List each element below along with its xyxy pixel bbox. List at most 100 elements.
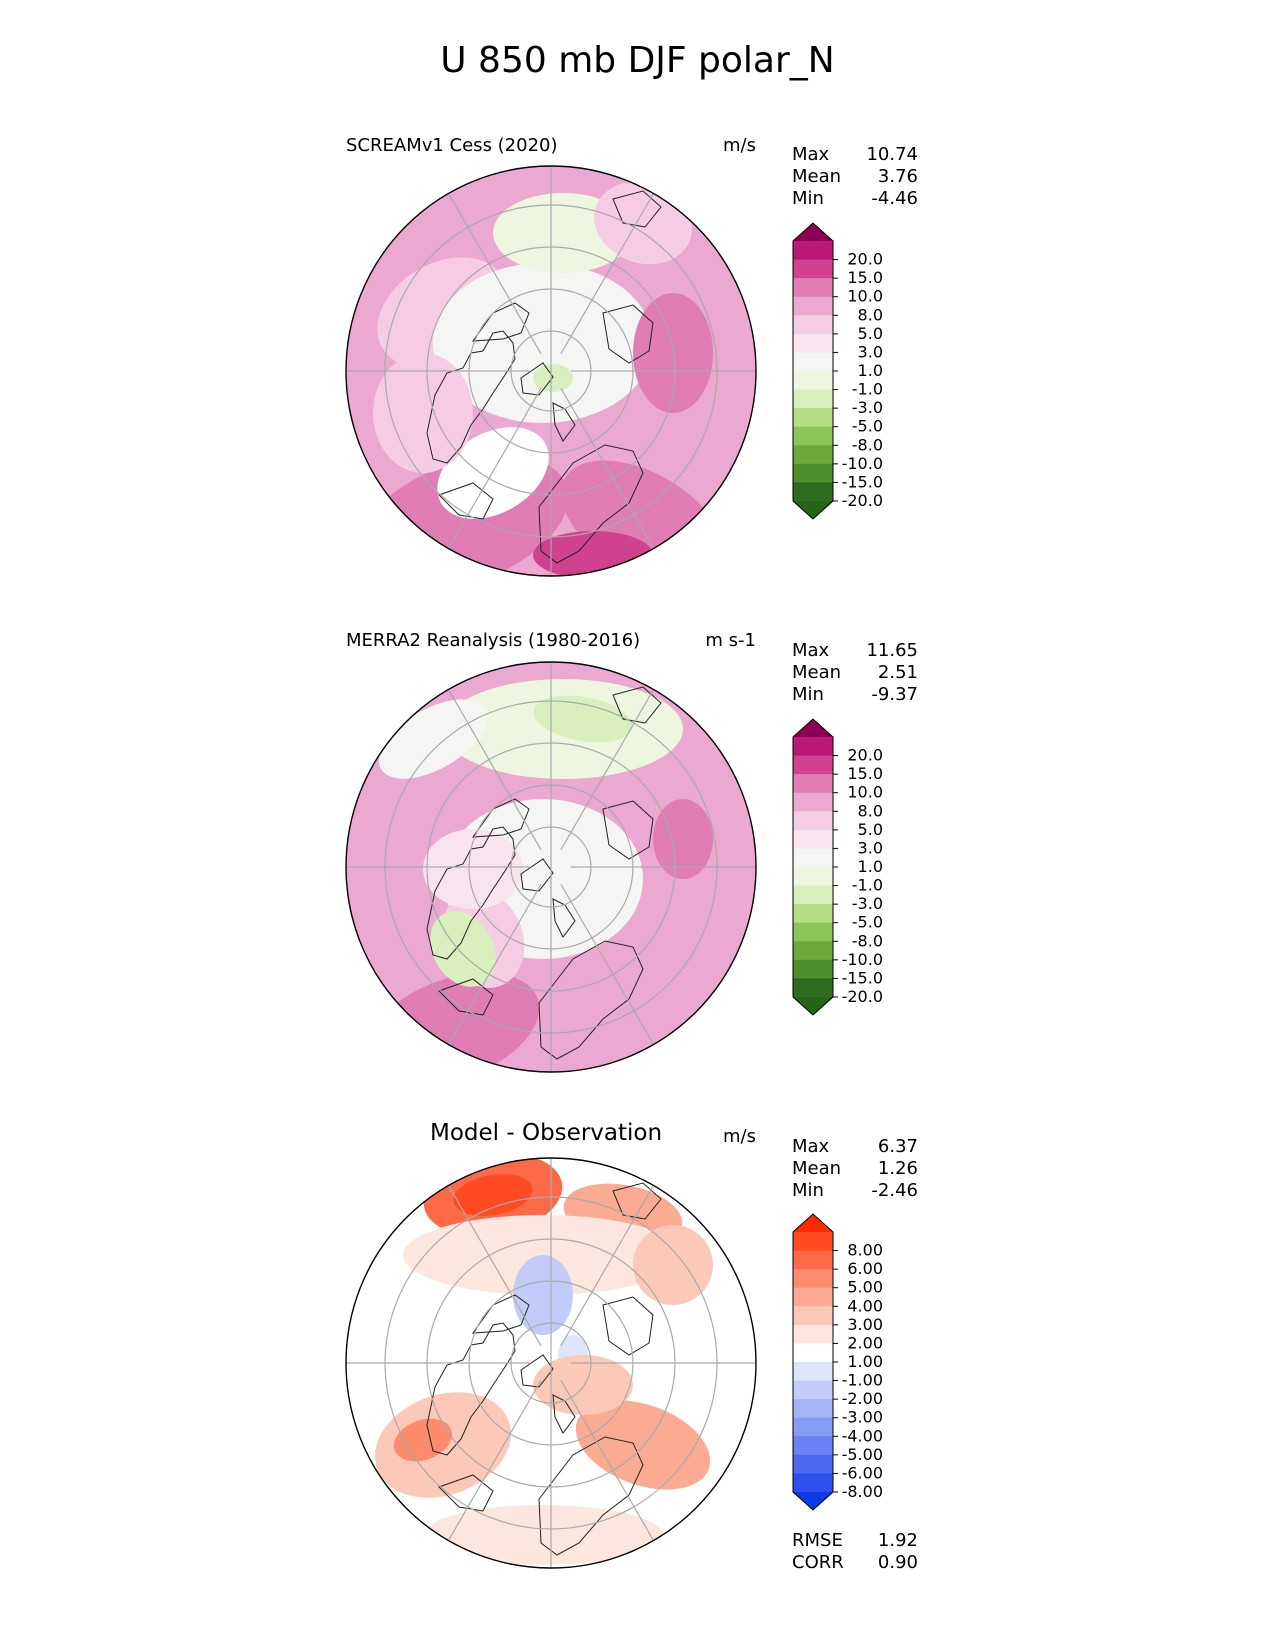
colorbar-segment (793, 1269, 833, 1289)
stats-obs: Max 11.65 Mean 2.51 Min -9.37 (792, 640, 918, 706)
colorbar-tick-label: 8.0 (858, 305, 883, 324)
coastline (552, 898, 576, 938)
colorbar-tick-label: 10.0 (847, 783, 883, 802)
stat-value: 0.90 (877, 1552, 918, 1573)
stat-value: 6.37 (877, 1136, 918, 1157)
colorbar-tick-label: -1.0 (852, 380, 883, 399)
panel-title-obs: MERRA2 Reanalysis (1980-2016) (346, 630, 641, 651)
stats-diff-extra: RMSE 1.92 CORR 0.90 (792, 1530, 918, 1574)
colorbar-segment (793, 829, 833, 849)
colorbar-segment (793, 315, 833, 335)
colorbar-segment (793, 1324, 833, 1344)
colorbar-tick-label: 3.0 (858, 342, 883, 361)
contour-region (423, 829, 523, 909)
panel-units-model: m/s (723, 135, 756, 156)
contour-region (373, 353, 473, 473)
colorbar-segment (793, 1454, 833, 1474)
colorbar-segment (793, 352, 833, 372)
colorbar-segment (793, 867, 833, 887)
colorbar-segment (793, 445, 833, 465)
colorbar-segment (793, 259, 833, 279)
coastline (538, 444, 644, 564)
longitude-gridline (560, 1185, 655, 1346)
colorbar-model: 20.015.010.08.05.03.01.0-1.0-3.0-5.0-8.0… (792, 222, 883, 520)
polar-map-model (345, 165, 757, 577)
stat-value: 10.74 (866, 144, 918, 165)
colorbar-tick-label: 3.0 (858, 838, 883, 857)
colorbar-tick-label: -3.0 (852, 398, 883, 417)
longitude-gridline (447, 1380, 542, 1541)
coastline (612, 1182, 662, 1220)
colorbar-tick-label: -4.00 (842, 1426, 883, 1445)
colorbar-extend-top (793, 223, 833, 241)
map-border (345, 165, 757, 577)
stat-label: Max (792, 1136, 830, 1157)
longitude-gridline (447, 884, 542, 1045)
panel-units-diff: m/s (723, 1126, 756, 1147)
colorbar-tick-label: -15.0 (842, 472, 883, 491)
colorbar-obs: 20.015.010.08.05.03.01.0-1.0-3.0-5.0-8.0… (792, 718, 883, 1016)
colorbar-segment (793, 463, 833, 483)
colorbar-tick-label: 1.0 (858, 857, 883, 876)
colorbar-tick-label: -5.0 (852, 913, 883, 932)
colorbar-tick-label: -1.0 (852, 876, 883, 895)
stat-label: RMSE (792, 1530, 843, 1551)
colorbar-tick-label: -15.0 (842, 968, 883, 987)
coastline (552, 1394, 576, 1434)
colorbar-tick-label: 8.00 (847, 1241, 883, 1260)
contour-region (437, 427, 549, 519)
colorbar-tick-label: -8.0 (852, 435, 883, 454)
longitude-gridline (560, 884, 655, 1045)
coastline (520, 362, 554, 396)
colorbar-segment (793, 408, 833, 428)
colorbar-tick-label: 1.00 (847, 1352, 883, 1371)
polar-map-diff (345, 1157, 757, 1569)
colorbar-segment (793, 1399, 833, 1419)
colorbar-tick-label: -20.0 (842, 987, 883, 1006)
colorbar-segment (793, 241, 833, 261)
colorbar-tick-label: -3.0 (852, 894, 883, 913)
colorbar-segment (793, 333, 833, 353)
stat-value: 11.65 (866, 640, 918, 661)
contour-region (423, 1505, 663, 1565)
colorbar-segment (793, 885, 833, 905)
stat-label: Max (792, 640, 830, 661)
coastline (612, 190, 662, 228)
colorbar-segment (793, 959, 833, 979)
colorbar-tick-label: -8.0 (852, 931, 883, 950)
stat-label: Max (792, 144, 830, 165)
colorbar-segment (793, 1473, 833, 1493)
contour-region (513, 1255, 573, 1335)
colorbar-tick-label: 15.0 (847, 268, 883, 287)
colorbar-tick-label: -10.0 (842, 950, 883, 969)
contour-region (378, 699, 488, 779)
stat-value: -4.46 (871, 188, 918, 209)
colorbar-diff: 8.006.005.004.003.002.001.00-1.00-2.00-3… (792, 1213, 883, 1511)
colorbar-tick-label: 5.00 (847, 1278, 883, 1297)
colorbar-segment (793, 792, 833, 812)
coastline (612, 686, 662, 724)
colorbar-segment (793, 482, 833, 502)
colorbar-tick-label: -2.00 (842, 1389, 883, 1408)
coastline (538, 1436, 644, 1556)
colorbar-tick-label: -10.0 (842, 454, 883, 473)
colorbar-segment (793, 1306, 833, 1326)
coastline (602, 1296, 654, 1356)
figure-title: U 850 mb DJF polar_N (440, 40, 835, 81)
panel-title-model: SCREAMv1 Cess (2020) (346, 135, 558, 156)
colorbar-extend-bottom (793, 997, 833, 1015)
colorbar-tick-label: 20.0 (847, 746, 883, 765)
stats-diff: Max 6.37 Mean 1.26 Min -2.46 (792, 1136, 918, 1202)
stat-label: Min (792, 1180, 824, 1201)
colorbar-segment (793, 278, 833, 298)
colorbar-extend-top (793, 719, 833, 737)
colorbar-segment (793, 922, 833, 942)
coastline (426, 330, 516, 464)
colorbar-segment (793, 978, 833, 998)
coastline (552, 402, 576, 442)
colorbar-tick-label: 1.0 (858, 361, 883, 380)
colorbar-extend-bottom (793, 501, 833, 519)
panel-units-obs: m s-1 (705, 630, 756, 651)
longitude-gridline (560, 1380, 655, 1541)
coastline (438, 482, 494, 520)
